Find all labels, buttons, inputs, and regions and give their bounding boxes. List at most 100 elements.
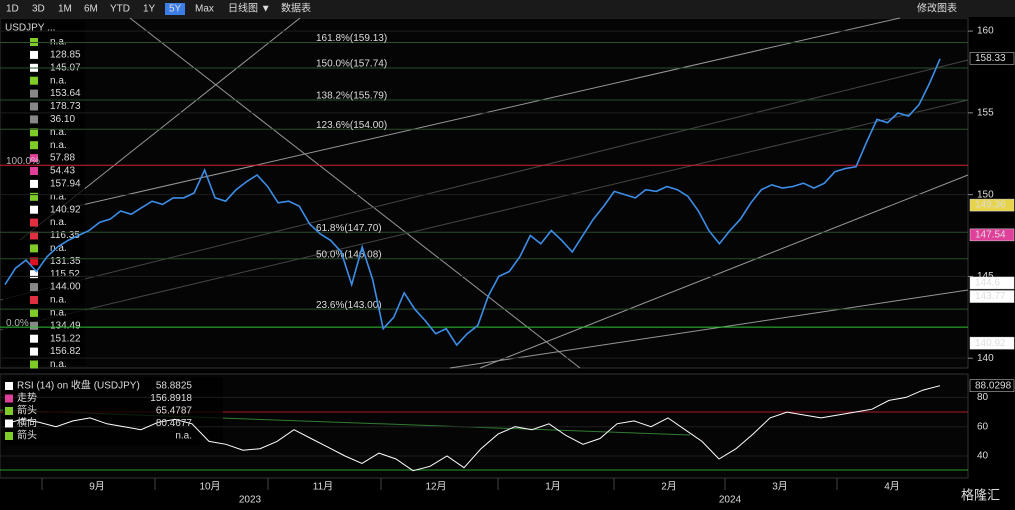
toolbar-label[interactable]: 1M (58, 4, 72, 15)
price-tag-label: 144.6 (975, 278, 1000, 289)
legend-swatch (30, 141, 38, 150)
legend-swatch (30, 257, 38, 266)
level-label: 100.0% (6, 156, 40, 167)
legend-value: n.a. (50, 217, 67, 228)
legend-swatch (30, 296, 38, 304)
price-tag (969, 52, 1015, 65)
toolbar-label[interactable]: 1Y (143, 4, 156, 15)
x-tick-label: 4月 (884, 481, 900, 493)
legend-swatch (30, 115, 38, 124)
legend-swatch (5, 394, 13, 403)
x-tick-label: 3月 (772, 481, 788, 493)
toolbar-label[interactable]: 3D (32, 4, 45, 15)
y-tick-label: 150 (977, 189, 994, 200)
legend-text: RSI (14) on 收盘 (USDJPY) (17, 379, 140, 392)
legend-value: n.a. (50, 75, 67, 86)
last-tag (969, 379, 1015, 392)
legend-value: 128.85 (50, 50, 81, 61)
legend-swatch (30, 231, 38, 240)
legend-swatch (30, 76, 38, 85)
legend-value: n.a. (50, 295, 67, 306)
legend-text: 箭头 (17, 404, 37, 417)
toolbar-label[interactable]: 5Y (169, 4, 182, 15)
legend-swatch (30, 283, 38, 292)
watermark: 格隆汇 (961, 487, 1000, 502)
legend-value: n.a. (50, 308, 67, 319)
legend-swatch (30, 102, 38, 111)
toolbar-label[interactable]: YTD (110, 4, 130, 15)
legend-value: 157.94 (50, 179, 81, 190)
legend-swatch (30, 321, 38, 330)
legend-title: USDJPY ... (5, 23, 55, 34)
x-tick-label: 9月 (89, 481, 105, 493)
legend-swatch (5, 407, 13, 415)
legend-swatch (30, 89, 38, 98)
year-label: 2024 (719, 495, 742, 506)
rsi-legend-bg (3, 377, 223, 445)
y-tick-label: 40 (977, 451, 989, 462)
legend-value: n.a. (175, 431, 192, 442)
legend-value: 115.52 (50, 269, 80, 280)
toolbar-label[interactable]: 日线图 ▼ (228, 2, 271, 15)
series-line (4, 58, 941, 347)
trendline (0, 99, 969, 331)
legend-value: 58.8825 (156, 381, 193, 392)
legend-value: n.a. (50, 127, 67, 138)
toolbar-label[interactable]: 6M (84, 4, 98, 15)
legend-value: 80.4677 (156, 418, 193, 429)
price-tag (969, 336, 1015, 350)
price-tag-label: 158.33 (975, 53, 1006, 64)
trendline (59, 17, 901, 211)
legend-value: 178.73 (50, 101, 81, 112)
legend-swatch (30, 38, 38, 46)
legend-value: 153.64 (50, 88, 81, 99)
fib-label: 138.2%(155.79) (316, 91, 387, 102)
toolbar-label[interactable]: 1D (6, 4, 19, 15)
legend-swatch (30, 270, 38, 279)
legend-value: 140.92 (50, 204, 81, 215)
series-line (4, 385, 941, 472)
toolbar-label[interactable]: 数据表 (281, 2, 311, 15)
legend-value: 57.88 (50, 153, 75, 164)
legend-text: 箭头 (17, 429, 37, 442)
y-tick-label: 160 (977, 26, 994, 37)
x-tick-label: 11月 (313, 481, 333, 493)
legend-value: 131.35 (50, 256, 81, 267)
legend-text: 走势 (17, 391, 37, 404)
trendlines (0, 17, 969, 471)
fib-label: 123.6%(154.00) (316, 120, 387, 131)
toolbar-label[interactable]: Max (195, 4, 214, 15)
legend-value: 36.10 (50, 114, 75, 125)
trendline (479, 174, 969, 369)
price-tag (969, 228, 1015, 242)
legend-swatch (30, 334, 38, 343)
price-tag-label: 147.54 (975, 230, 1006, 241)
toolbar (0, 0, 1015, 17)
year-label: 2023 (239, 495, 262, 506)
legend-value: n.a. (50, 243, 67, 254)
x-tick-label: 2月 (661, 481, 677, 493)
legend-swatch (5, 419, 13, 428)
legend-text: 横向 (17, 416, 37, 429)
trendline (449, 289, 969, 369)
legend-swatch (30, 218, 38, 227)
legend-bg (3, 20, 85, 365)
level-label: 0.0% (6, 318, 29, 329)
toolbar-button[interactable] (165, 3, 185, 15)
legend-swatch (30, 192, 38, 201)
y-tick-label: 145 (977, 271, 994, 282)
fib-label: 161.8%(159.13) (316, 33, 387, 44)
legend-value: 156.82 (50, 346, 81, 357)
legend-value: 116.35 (50, 230, 80, 241)
legend-value: 134.49 (50, 320, 81, 331)
x-tick-label: 1月 (545, 481, 561, 493)
fib-label: 50.0%(146.08) (316, 249, 382, 260)
edit-chart[interactable]: 修改图表 (917, 2, 957, 15)
trendline (129, 17, 581, 369)
legend-swatch (30, 179, 38, 188)
fib-label: 23.6%(143.00) (316, 300, 382, 311)
legend-swatch (30, 244, 38, 253)
price-tag-label: 140.92 (975, 338, 1006, 349)
price-tag (969, 290, 1015, 303)
fib-label: 61.8%(147.70) (316, 223, 382, 234)
